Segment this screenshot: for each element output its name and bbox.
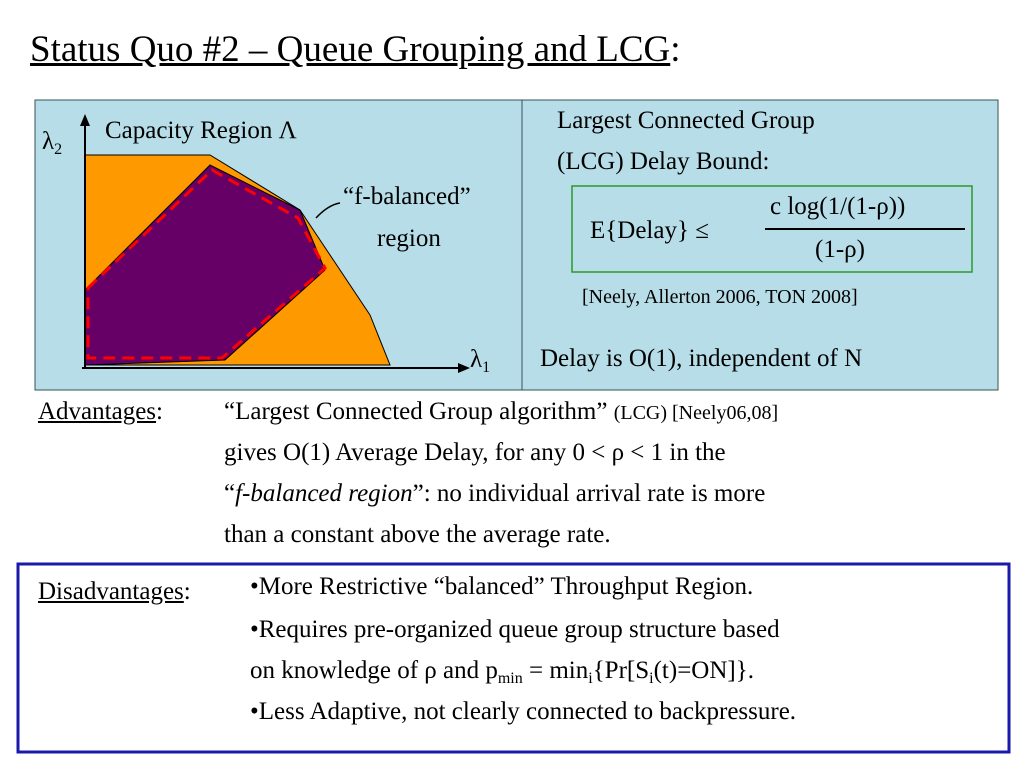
formula-box <box>571 185 973 273</box>
x-axis-symbol: λ <box>470 346 483 373</box>
title-text: Status Quo #2 – Queue Grouping and LCG <box>30 29 671 70</box>
x-axis-sub: 1 <box>482 359 491 376</box>
formula-numerator: c log(1/(1-ρ)) <box>770 193 906 220</box>
text-run: gives O(1) Average Delay, for any 0 < ρ … <box>224 439 726 466</box>
text-run: (LCG) [Neely06,08] <box>613 402 779 424</box>
formula-denominator: (1-ρ) <box>815 236 865 263</box>
text-run: •More Restrictive “balanced” Throughput … <box>250 573 754 600</box>
advantages-line: than a constant above the average rate. <box>224 520 611 550</box>
text-run: min <box>497 670 523 687</box>
disadvantages-label: Disadvantages: <box>38 577 191 607</box>
text-run: (t)=ON]}. <box>653 657 754 684</box>
text-run: than a constant above the average rate. <box>224 521 611 548</box>
region-label: Capacity Region Λ <box>105 117 297 144</box>
advantages-line: “Largest Connected Group algorithm” (LCG… <box>224 397 778 428</box>
text-run: on knowledge of ρ and p <box>250 657 498 684</box>
disadvantages-line: •Requires pre-organized queue group stru… <box>250 615 780 645</box>
formula-lhs: E{Delay} ≤ <box>590 217 709 244</box>
bound-note: Delay is O(1), independent of N <box>540 345 863 372</box>
text-run: •Requires pre-organized queue group stru… <box>250 616 780 643</box>
title: Status Quo #2 – Queue Grouping and LCG: <box>30 28 681 72</box>
y-axis-label: λ2 <box>42 127 63 158</box>
text-run: i <box>649 670 654 687</box>
text-run: = min <box>522 657 589 684</box>
advantages-label: Advantages: <box>38 397 163 427</box>
text-run: {Pr[S <box>592 657 650 684</box>
bound-heading: (LCG) Delay Bound: <box>557 148 770 175</box>
text-run: f-balanced region <box>235 480 413 507</box>
label-text: Disadvantages <box>38 578 184 605</box>
disadvantages-line: •More Restrictive “balanced” Throughput … <box>250 572 753 602</box>
text-run: •Less Adaptive, not clearly connected to… <box>250 698 797 725</box>
y-axis-sub: 2 <box>54 141 63 158</box>
text-run: “ <box>224 480 236 507</box>
label-text: Advantages <box>38 398 157 425</box>
text-run: ”: no individual arrival rate is more <box>412 480 766 507</box>
x-axis-label: λ1 <box>470 345 491 376</box>
y-axis-symbol: λ <box>42 128 55 155</box>
x-arrow <box>458 363 470 373</box>
label-separator: : <box>183 578 191 605</box>
leader-line <box>315 202 341 219</box>
citation: [Neely, Allerton 2006, TON 2008] <box>582 286 858 308</box>
f-label: region <box>377 225 441 252</box>
disadvantages-box <box>16 562 1011 754</box>
text-run: “Largest Connected Group algorithm” <box>224 398 614 425</box>
disadvantages-line: •Less Adaptive, not clearly connected to… <box>250 697 796 727</box>
title-suffix: : <box>670 29 681 70</box>
y-arrow <box>80 114 90 126</box>
f-label: “f-balanced” <box>343 183 471 210</box>
text-run: i <box>588 670 593 687</box>
advantages-line: gives O(1) Average Delay, for any 0 < ρ … <box>224 438 726 468</box>
advantages-line: “f-balanced region”: no individual arriv… <box>224 479 765 509</box>
bound-heading: Largest Connected Group <box>557 107 815 134</box>
f-balanced-region <box>86 168 327 360</box>
disadvantages-line: on knowledge of ρ and pmin = mini{Pr[Si(… <box>250 656 754 687</box>
label-separator: : <box>156 398 163 425</box>
